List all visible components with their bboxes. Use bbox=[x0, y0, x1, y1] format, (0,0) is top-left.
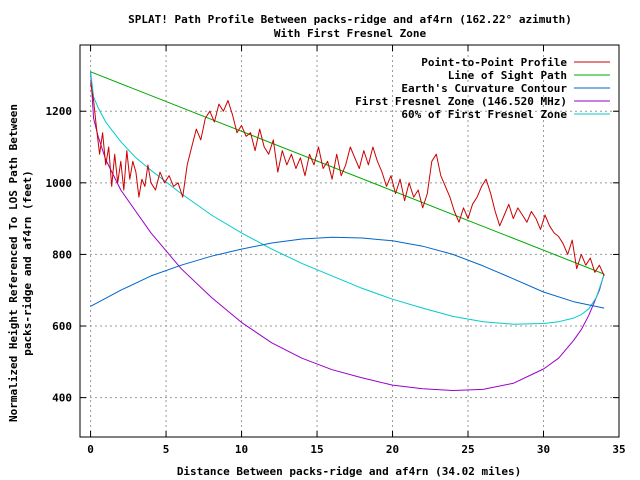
legend-label-60-of-first-fresnel-zone: 60% of First Fresnel Zone bbox=[401, 108, 567, 121]
series-line-first-fresnel-zone-146-520-mhz bbox=[90, 71, 605, 391]
series-line-line-of-sight-path bbox=[90, 71, 605, 275]
y-tick-label: 600 bbox=[52, 320, 72, 333]
chart-subtitle: With First Fresnel Zone bbox=[274, 27, 427, 40]
y-tick-label: 800 bbox=[52, 248, 72, 261]
series-line-earth-s-curvature-contour bbox=[90, 236, 605, 309]
x-tick-label: 0 bbox=[87, 443, 94, 456]
x-tick-label: 25 bbox=[461, 443, 474, 456]
x-axis-label: Distance Between packs-ridge and af4rn (… bbox=[177, 465, 521, 478]
legend-label-first-fresnel-zone-146-520-mhz: First Fresnel Zone (146.520 MHz) bbox=[355, 95, 567, 108]
legend-label-line-of-sight-path: Line of Sight Path bbox=[448, 69, 567, 82]
series-line-point-to-point-profile bbox=[90, 82, 605, 277]
y-tick-label: 400 bbox=[52, 392, 72, 405]
chart-title: SPLAT! Path Profile Between packs-ridge … bbox=[128, 13, 572, 26]
y-axis-ticks: 400 600 800 1000 1200 bbox=[46, 105, 619, 405]
legend-label-earth-s-curvature-contour: Earth's Curvature Contour bbox=[401, 82, 567, 95]
legend-label-point-to-point-profile: Point-to-Point Profile bbox=[421, 56, 567, 69]
y-axis-label-line2: packs-ridge and af4rn (feet) bbox=[21, 170, 34, 355]
plot-frame bbox=[79, 44, 620, 438]
x-tick-label: 10 bbox=[235, 443, 248, 456]
x-tick-label: 30 bbox=[537, 443, 550, 456]
x-tick-label: 5 bbox=[163, 443, 170, 456]
x-axis-ticks: 0 5 10 15 20 25 30 35 bbox=[87, 45, 626, 456]
x-tick-label: 20 bbox=[386, 443, 399, 456]
series-line-60-of-first-fresnel-zone bbox=[90, 71, 605, 325]
y-axis-label-line1: Normalized Height Referenced To LOS Path… bbox=[7, 104, 20, 422]
y-tick-label: 1200 bbox=[46, 105, 73, 118]
x-tick-label: 35 bbox=[612, 443, 625, 456]
x-tick-label: 15 bbox=[310, 443, 323, 456]
series-layer bbox=[90, 71, 605, 391]
y-tick-label: 1000 bbox=[46, 177, 73, 190]
